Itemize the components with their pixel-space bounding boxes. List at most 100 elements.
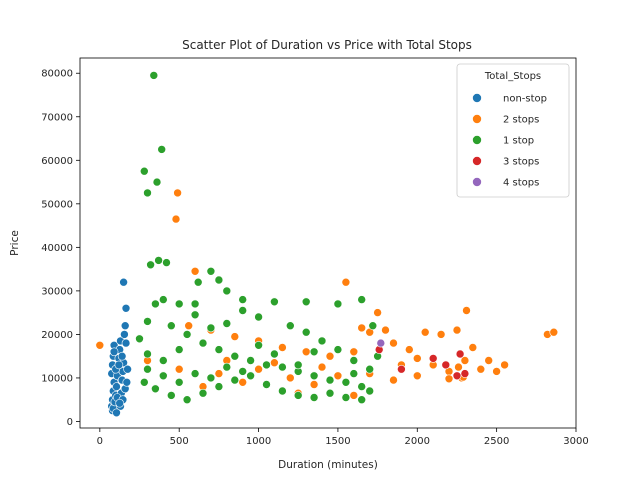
data-point [389, 338, 398, 348]
x-tick-label: 3000 [563, 436, 588, 447]
y-tick-label: 20000 [41, 330, 73, 341]
data-point [143, 317, 152, 326]
data-point [428, 354, 438, 363]
data-point [325, 388, 335, 398]
data-point [278, 362, 287, 372]
data-point [476, 364, 486, 374]
data-point [120, 330, 129, 339]
data-point [135, 334, 144, 344]
legend-title: Total_Stops [484, 71, 541, 82]
data-point [254, 364, 263, 374]
data-point [333, 345, 343, 354]
data-point [222, 362, 232, 372]
legend-marker [472, 177, 482, 187]
data-point [198, 338, 208, 348]
data-point [173, 188, 182, 198]
data-point [309, 371, 319, 381]
data-point [182, 395, 192, 405]
chart-title: Scatter Plot of Duration vs Price with T… [182, 38, 472, 52]
y-tick-label: 50000 [41, 199, 73, 210]
data-point [143, 349, 152, 359]
data-point [455, 349, 465, 359]
data-point [159, 356, 168, 365]
data-point [95, 340, 105, 350]
legend-label: 1 stop [503, 136, 534, 147]
data-point [115, 398, 124, 408]
y-tick-label: 40000 [41, 243, 73, 254]
data-point [373, 308, 382, 317]
data-point [140, 166, 149, 176]
x-tick-label: 2000 [405, 436, 430, 447]
data-point [112, 382, 121, 391]
data-point [389, 375, 398, 385]
data-point [376, 338, 386, 348]
data-point [262, 380, 271, 389]
data-point [149, 71, 159, 80]
data-point [167, 321, 176, 331]
data-point [140, 377, 149, 387]
data-point [193, 277, 203, 287]
data-point [154, 256, 163, 265]
data-point [462, 306, 471, 315]
data-point [206, 266, 216, 276]
data-point [230, 375, 240, 385]
data-point [333, 299, 343, 309]
data-point [420, 327, 430, 337]
data-point [121, 338, 131, 348]
data-point [119, 277, 128, 287]
data-point [349, 369, 359, 378]
data-point [174, 345, 184, 354]
data-point [309, 380, 319, 389]
data-point [246, 371, 255, 381]
x-tick-label: 500 [170, 436, 189, 447]
legend-marker [472, 156, 482, 166]
data-point [190, 299, 200, 309]
data-point [159, 295, 168, 304]
data-point [143, 364, 152, 374]
points-layer [95, 71, 559, 418]
legend-marker [472, 114, 482, 124]
data-point [404, 345, 414, 354]
plot-frame [79, 57, 577, 429]
data-point [357, 382, 367, 391]
data-point [174, 299, 184, 309]
data-point [238, 295, 247, 304]
data-point [441, 360, 451, 370]
data-point [206, 323, 216, 333]
data-point [381, 325, 390, 335]
data-point [365, 364, 375, 374]
data-point [270, 297, 279, 307]
data-point [190, 266, 200, 276]
data-point [121, 303, 131, 313]
y-tick-label: 10000 [41, 373, 73, 384]
y-axis: 0 10000 20000 30000 40000 50000 60000 70000 8000… [41, 69, 80, 428]
data-point [238, 306, 247, 315]
data-point [412, 371, 422, 381]
data-point [230, 332, 240, 341]
data-point [230, 351, 240, 361]
data-point [190, 369, 200, 378]
data-point [301, 327, 311, 337]
data-point [357, 295, 367, 304]
data-point [174, 364, 184, 374]
data-point [222, 286, 232, 296]
data-point [454, 362, 463, 372]
data-point [460, 369, 470, 378]
data-point [349, 356, 359, 365]
data-point [349, 347, 359, 357]
legend-label: non-stop [503, 94, 547, 105]
data-point [492, 367, 501, 376]
data-point [174, 377, 184, 387]
data-point [333, 371, 343, 381]
data-point [120, 321, 130, 331]
x-tick-label: 2500 [484, 436, 509, 447]
legend-label: 3 stops [503, 157, 539, 168]
data-point [157, 145, 166, 154]
data-point [238, 367, 247, 376]
data-point [317, 336, 327, 346]
data-point [182, 330, 192, 339]
data-point [151, 384, 160, 394]
legend-label: 2 stops [503, 115, 539, 126]
y-tick-label: 60000 [41, 156, 73, 167]
